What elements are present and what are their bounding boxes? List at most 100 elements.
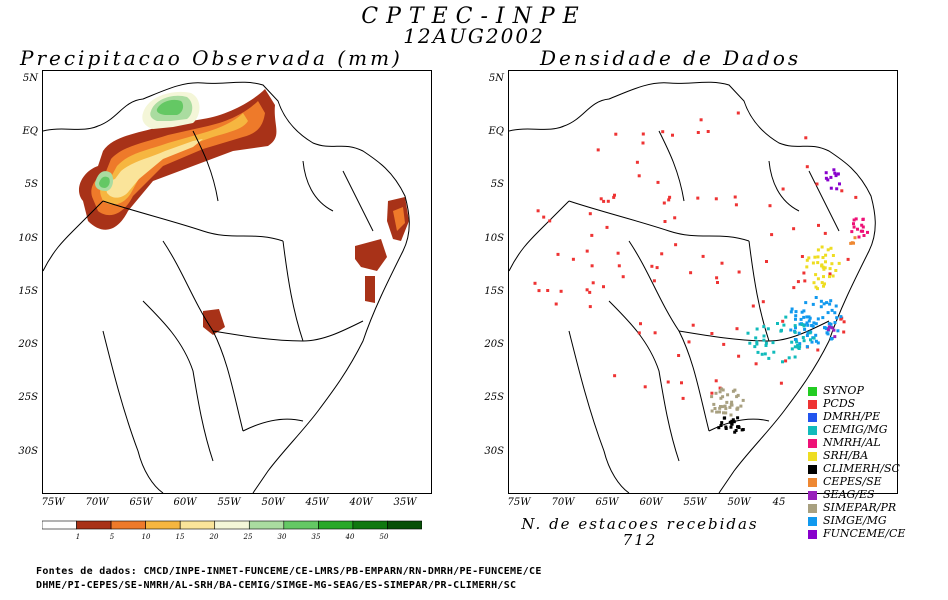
colorbar-segment xyxy=(318,520,354,530)
station-marker xyxy=(710,409,714,413)
station-marker xyxy=(824,171,828,175)
station-marker xyxy=(599,197,603,201)
station-marker xyxy=(730,422,734,426)
station-marker xyxy=(806,323,810,327)
station-marker xyxy=(666,380,670,384)
station-marker xyxy=(637,331,641,335)
station-marker xyxy=(779,381,783,385)
colorbar-segment xyxy=(42,520,77,530)
station-marker xyxy=(816,341,820,345)
station-marker xyxy=(840,189,844,193)
colorbar-segment xyxy=(387,520,422,530)
station-marker xyxy=(660,252,664,256)
station-marker xyxy=(828,267,832,271)
station-marker xyxy=(739,404,743,408)
station-marker xyxy=(614,132,618,136)
station-marker xyxy=(846,257,850,261)
legend-item-synop: SYNOP xyxy=(808,384,905,397)
station-count-label: N. de estacoes recebidas xyxy=(521,515,759,533)
station-marker xyxy=(719,396,723,400)
precip-band-west-30mm xyxy=(99,176,110,188)
station-marker xyxy=(712,402,716,406)
station-marker xyxy=(733,195,737,199)
station-marker xyxy=(764,344,768,347)
left-lat-10s: 10S xyxy=(18,233,38,244)
left-lat-5n: 5N xyxy=(22,73,38,84)
station-marker xyxy=(766,327,770,331)
station-marker xyxy=(798,322,802,326)
precip-band-15mm xyxy=(106,139,203,198)
station-marker xyxy=(718,390,722,394)
station-marker xyxy=(606,199,610,203)
station-marker xyxy=(790,340,794,344)
station-marker xyxy=(804,136,808,140)
left-lon-60w: 60W xyxy=(173,497,197,508)
station-marker xyxy=(832,328,836,332)
station-marker xyxy=(798,345,802,349)
station-marker xyxy=(661,130,665,134)
station-marker xyxy=(571,257,575,261)
station-marker xyxy=(831,254,835,257)
station-source-legend: SYNOP PCDS DMRH/PE CEMIG/MG NMRH/AL SRH/… xyxy=(808,384,905,540)
precip-band-10mm xyxy=(100,113,248,205)
station-marker xyxy=(637,174,641,178)
cb-label-15: 15 xyxy=(175,533,185,541)
station-marker xyxy=(797,331,801,335)
product-date: 12AUG2002 xyxy=(403,24,545,48)
station-marker xyxy=(812,281,816,285)
station-marker xyxy=(829,337,833,341)
left-lat-30s: 30S xyxy=(18,446,38,457)
station-marker xyxy=(770,233,774,237)
precip-colorbar xyxy=(42,519,422,531)
station-marker xyxy=(805,345,809,349)
data-sources-line-2: DHME/PI-CEPES/SE-NMRH/AL-SRH/BA-CEMIG/SI… xyxy=(36,580,517,591)
station-marker xyxy=(814,273,818,277)
station-marker xyxy=(833,321,837,324)
station-marker xyxy=(734,203,738,207)
right-lon-65w: 65W xyxy=(595,497,619,508)
station-marker xyxy=(546,289,550,292)
legend-item-simge-mg: SIMGE/MG xyxy=(808,514,905,527)
station-marker xyxy=(591,281,595,285)
station-marker xyxy=(602,285,605,289)
station-marker xyxy=(668,195,672,199)
station-marker xyxy=(811,261,815,265)
station-marker xyxy=(748,341,752,345)
station-marker xyxy=(641,141,645,145)
legend-item-pcds: PCDS xyxy=(808,397,905,410)
station-marker xyxy=(821,265,825,269)
station-marker xyxy=(825,301,829,305)
station-marker xyxy=(765,260,768,263)
station-marker xyxy=(826,328,830,332)
station-marker xyxy=(832,168,836,172)
station-marker xyxy=(663,220,667,223)
station-marker xyxy=(639,322,642,326)
station-marker xyxy=(802,339,806,343)
right-lon-70w: 70W xyxy=(551,497,575,508)
station-marker xyxy=(834,174,838,178)
station-marker xyxy=(767,356,771,360)
legend-swatch xyxy=(808,451,817,461)
station-marker xyxy=(762,334,766,338)
station-marker xyxy=(794,338,798,342)
station-marker xyxy=(602,199,606,203)
station-marker xyxy=(829,175,833,179)
station-marker xyxy=(799,317,803,321)
station-marker xyxy=(643,385,647,389)
precip-colorbar-canvas xyxy=(42,520,422,530)
right-lat-15s: 15S xyxy=(484,286,504,297)
station-marker xyxy=(635,160,639,164)
station-marker xyxy=(827,322,831,326)
station-marker xyxy=(710,395,714,399)
right-lon-55w: 55W xyxy=(683,497,707,508)
legend-swatch xyxy=(808,425,817,435)
station-marker xyxy=(715,276,719,280)
legend-label: NMRH/AL xyxy=(823,436,881,449)
station-marker xyxy=(652,279,656,283)
station-marker xyxy=(662,201,666,205)
station-marker xyxy=(803,279,807,283)
left-lon-75w: 75W xyxy=(41,497,65,508)
legend-item-nmrh-al: NMRH/AL xyxy=(808,436,905,449)
station-marker xyxy=(784,315,788,319)
station-marker xyxy=(718,406,722,410)
